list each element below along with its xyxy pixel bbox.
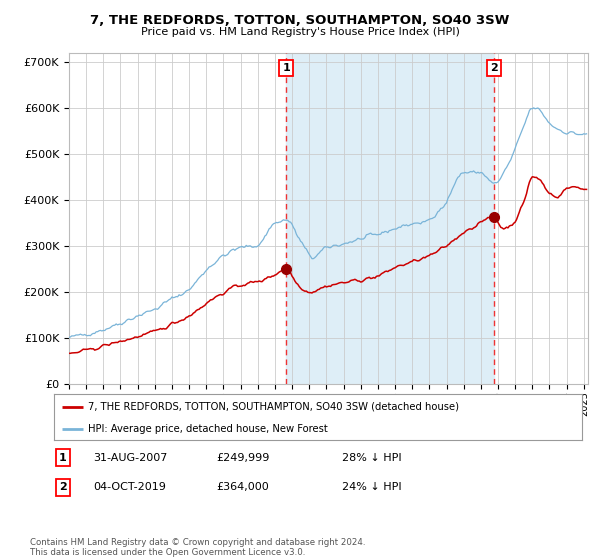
Text: £249,999: £249,999	[216, 452, 269, 463]
Text: Price paid vs. HM Land Registry's House Price Index (HPI): Price paid vs. HM Land Registry's House …	[140, 27, 460, 37]
Text: 1: 1	[59, 452, 67, 463]
Text: 31-AUG-2007: 31-AUG-2007	[93, 452, 167, 463]
Text: 1: 1	[283, 63, 290, 73]
Text: 28% ↓ HPI: 28% ↓ HPI	[342, 452, 401, 463]
Text: 7, THE REDFORDS, TOTTON, SOUTHAMPTON, SO40 3SW (detached house): 7, THE REDFORDS, TOTTON, SOUTHAMPTON, SO…	[88, 402, 460, 412]
Text: HPI: Average price, detached house, New Forest: HPI: Average price, detached house, New …	[88, 424, 328, 435]
Text: 04-OCT-2019: 04-OCT-2019	[93, 482, 166, 492]
Text: £364,000: £364,000	[216, 482, 269, 492]
Text: 2: 2	[59, 482, 67, 492]
Text: 24% ↓ HPI: 24% ↓ HPI	[342, 482, 401, 492]
Text: Contains HM Land Registry data © Crown copyright and database right 2024.
This d: Contains HM Land Registry data © Crown c…	[30, 538, 365, 557]
Text: 2: 2	[490, 63, 497, 73]
Text: 7, THE REDFORDS, TOTTON, SOUTHAMPTON, SO40 3SW: 7, THE REDFORDS, TOTTON, SOUTHAMPTON, SO…	[91, 14, 509, 27]
Bar	[286, 53, 494, 384]
